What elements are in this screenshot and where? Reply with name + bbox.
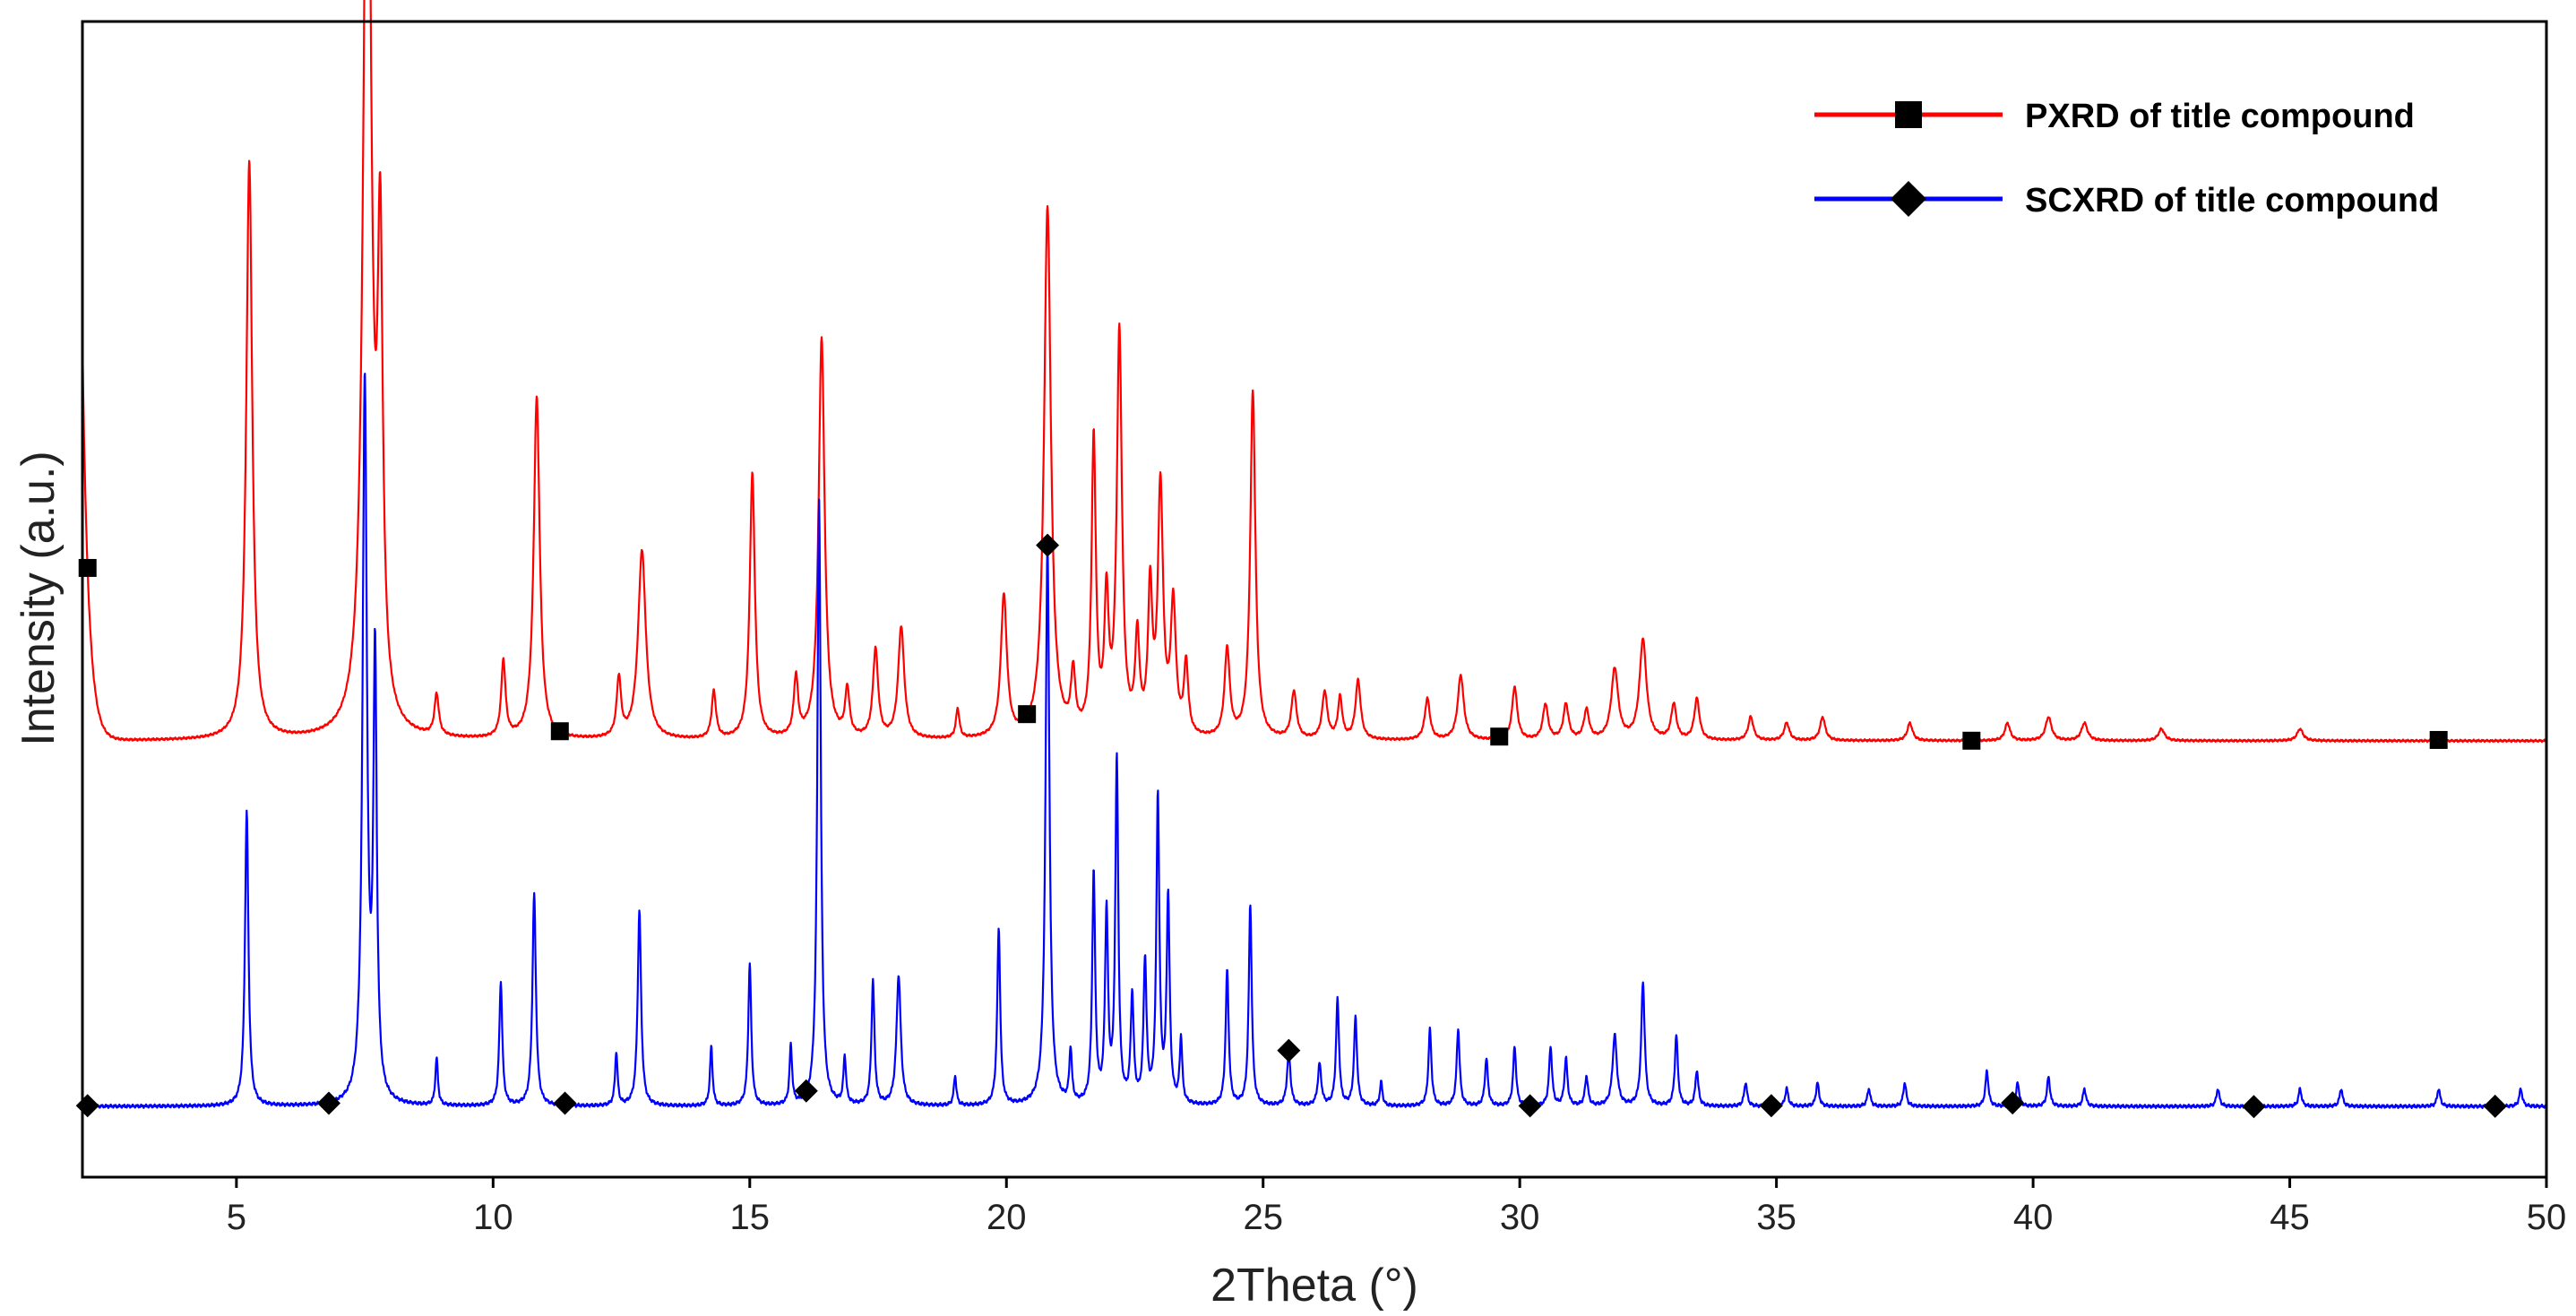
series-line-scxrd [82, 373, 2547, 1109]
scxrd-marker-10 [2483, 1094, 2507, 1118]
scxrd-marker-7 [1759, 1094, 1783, 1118]
scxrd-marker-0 [75, 1094, 99, 1118]
x-tick-label-35: 35 [1756, 1198, 1796, 1237]
tick-layer: 5 10 15 20 25 30 35 40 45 50 [227, 1177, 2567, 1237]
x-tick-label-15: 15 [730, 1198, 771, 1237]
x-tick-label-25: 25 [1243, 1198, 1283, 1237]
legend-label-pxrd: PXRD of title compound [2025, 98, 2415, 135]
x-tick-label-40: 40 [2013, 1198, 2054, 1237]
x-tick-label-30: 30 [1500, 1198, 1540, 1237]
marker-layer [75, 533, 2507, 1119]
plot-frame [81, 20, 2548, 1179]
legend-label-scxrd: SCXRD of title compound [2025, 182, 2439, 219]
y-axis-title: Intensity (a.u.) [13, 451, 65, 745]
scxrd-marker-5 [1277, 1038, 1301, 1062]
scxrd-marker-6 [1518, 1094, 1542, 1118]
pxrd-marker-5 [2429, 730, 2448, 749]
x-tick-label-5: 5 [227, 1198, 246, 1237]
x-tick-label-20: 20 [986, 1198, 1027, 1237]
scxrd-marker-4 [1036, 533, 1060, 557]
legend-marker-square [1895, 101, 1922, 128]
scxrd-marker-2 [553, 1091, 577, 1115]
scxrd-marker-1 [317, 1091, 340, 1115]
pxrd-marker-2 [1018, 705, 1037, 724]
series-layer [81, 0, 2547, 1109]
pxrd-marker-4 [1962, 731, 1981, 750]
scxrd-marker-9 [2242, 1095, 2266, 1119]
scxrd-marker-3 [794, 1079, 818, 1103]
scxrd-marker-8 [2001, 1091, 2025, 1115]
legend-marker-diamond [1891, 181, 1926, 217]
x-tick-label-10: 10 [473, 1198, 513, 1237]
series-line-pxrd [81, 0, 2547, 744]
x-axis-title: 2Theta (°) [1210, 1260, 1418, 1312]
pxrd-marker-3 [1490, 727, 1509, 746]
pxrd-marker-1 [550, 722, 569, 741]
x-tick-label-45: 45 [2270, 1198, 2310, 1237]
x-tick-label-50: 50 [2527, 1198, 2567, 1237]
legend: PXRD of title compound SCXRD of title co… [1814, 98, 2439, 219]
